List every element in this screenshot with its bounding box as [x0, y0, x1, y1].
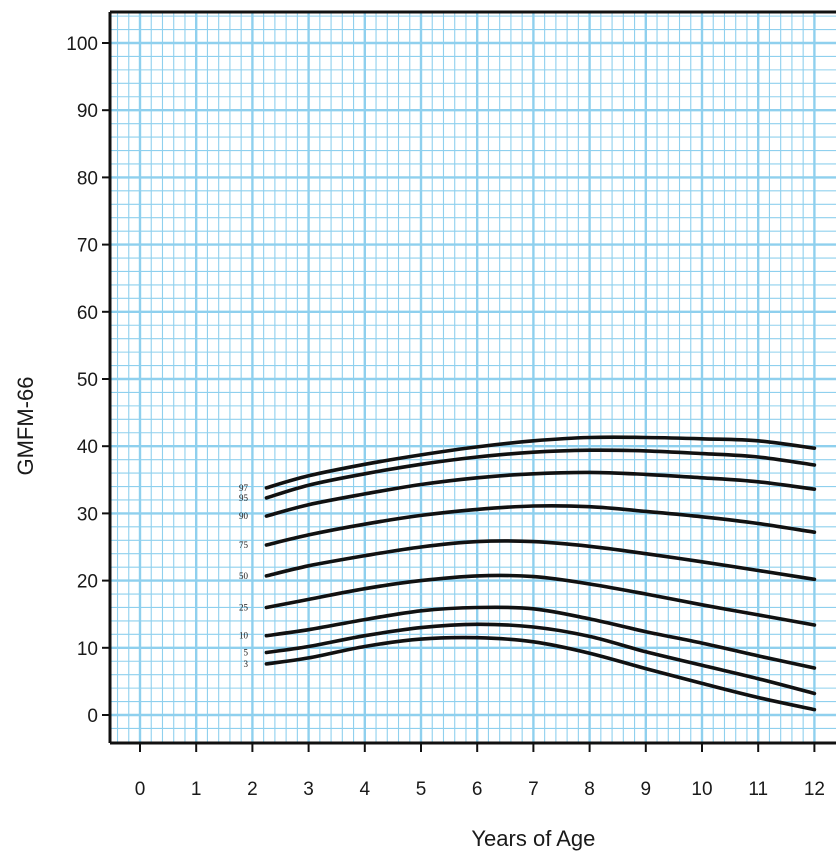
x-tick-label: 9	[641, 779, 652, 800]
x-tick-label: 5	[416, 779, 427, 800]
percentile-curve-90	[264, 470, 817, 518]
x-tick-label: 6	[472, 779, 483, 800]
plot-frame	[108, 10, 836, 745]
percentile-curve-50	[264, 539, 817, 582]
x-tick-label: 2	[247, 779, 258, 800]
percentile-curve-95	[264, 448, 817, 500]
x-tick-label: 10	[691, 779, 712, 800]
percentile-label-95: 95	[239, 493, 249, 503]
x-tick-label: 1	[191, 779, 202, 800]
y-tick-label: 20	[77, 572, 98, 593]
y-tick-label: 100	[66, 34, 98, 55]
percentile-label-50: 50	[239, 571, 249, 581]
x-tick-label: 8	[584, 779, 595, 800]
y-tick-label: 30	[77, 504, 98, 525]
y-tick-label: 80	[77, 168, 98, 189]
y-tick-label: 10	[77, 639, 98, 660]
percentile-curve-75	[264, 504, 817, 547]
grid	[110, 12, 836, 743]
y-axis-title: GMFM-66	[13, 377, 38, 476]
percentile-label-3: 3	[244, 659, 249, 669]
y-tick-label: 60	[77, 303, 98, 324]
percentile-label-10: 10	[239, 631, 249, 641]
x-tick-label: 3	[303, 779, 314, 800]
percentile-curve-3	[264, 635, 817, 712]
percentile-curve-97	[264, 435, 817, 490]
percentile-label-90: 90	[239, 511, 249, 521]
percentile-label-75: 75	[239, 540, 249, 550]
percentile-curve-10	[264, 605, 817, 670]
percentile-label-97: 97	[239, 483, 249, 493]
x-tick-label: 4	[360, 779, 371, 800]
y-tick-label: 0	[87, 706, 98, 727]
y-tick-label: 40	[77, 437, 98, 458]
percentile-curve-25	[264, 573, 817, 627]
x-tick-label: 12	[804, 779, 825, 800]
y-tick-label: 90	[77, 101, 98, 122]
x-tick-label: 7	[528, 779, 539, 800]
percentile-curves	[264, 435, 817, 712]
x-axis-title: Years of Age	[471, 826, 595, 851]
y-tick-label: 50	[77, 370, 98, 391]
x-tick-label: 0	[135, 779, 146, 800]
x-tick-label: 11	[748, 779, 768, 800]
y-tick-label: 70	[77, 236, 98, 257]
percentile-label-5: 5	[244, 648, 249, 658]
percentile-curve-5	[264, 622, 817, 696]
percentile-label-25: 25	[239, 602, 249, 612]
